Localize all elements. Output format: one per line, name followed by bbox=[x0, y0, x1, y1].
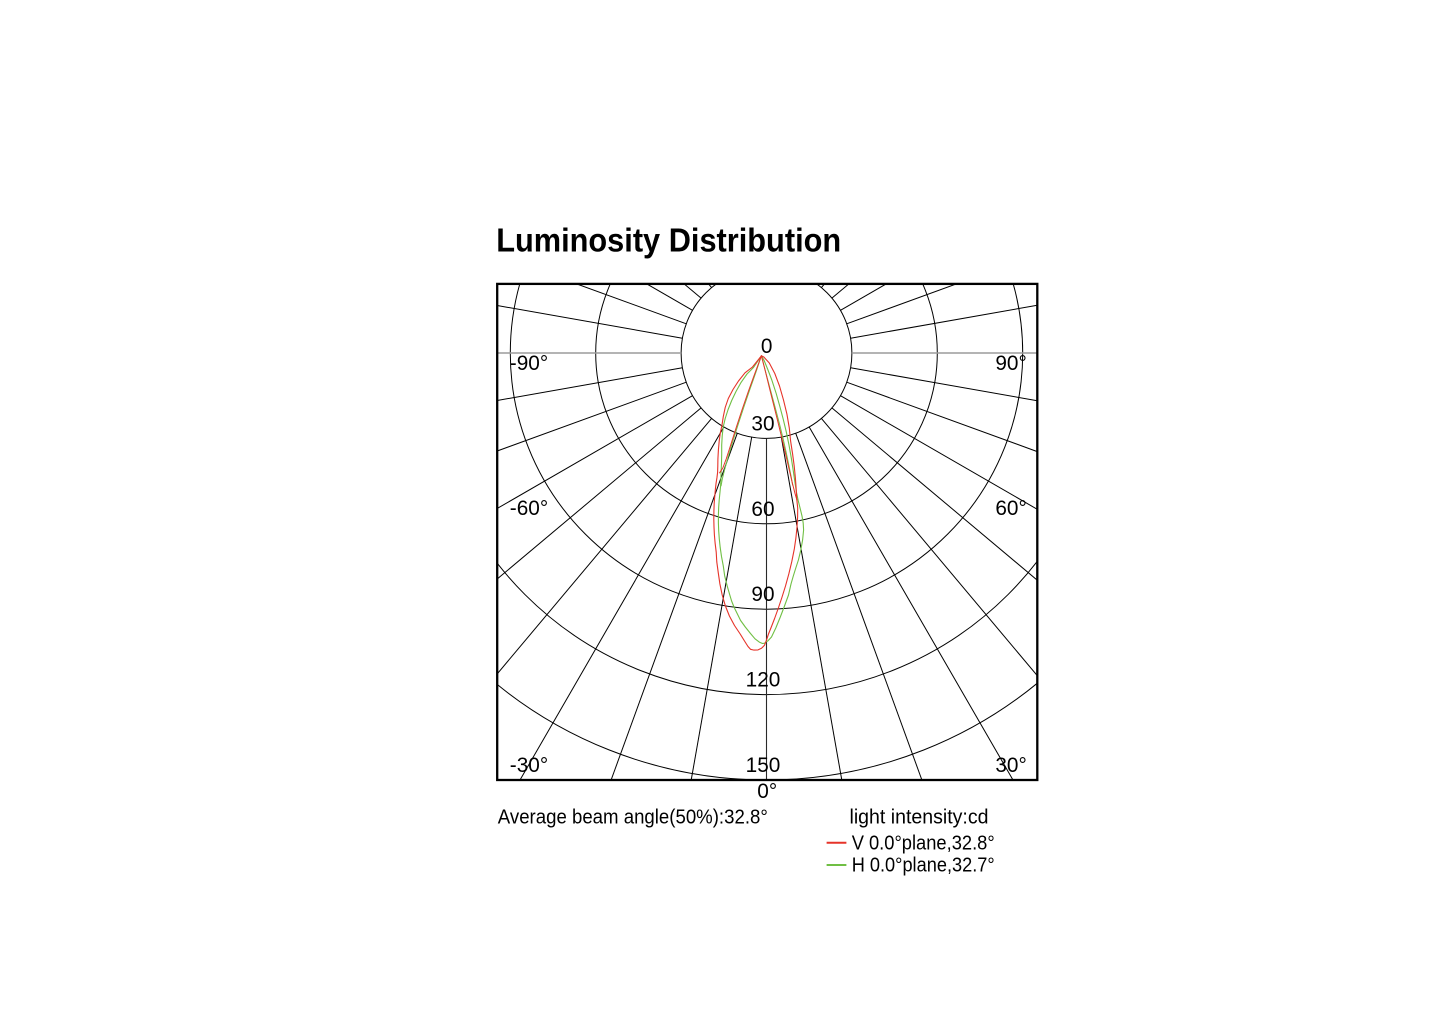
svg-text:Luminosity Distribution: Luminosity Distribution bbox=[496, 222, 841, 259]
svg-text:light intensity:cd: light intensity:cd bbox=[850, 806, 989, 829]
svg-text:30: 30 bbox=[751, 413, 774, 436]
svg-text:90°: 90° bbox=[995, 352, 1026, 375]
svg-text:90: 90 bbox=[751, 583, 774, 606]
svg-text:-90°: -90° bbox=[510, 352, 548, 375]
svg-text:V 0.0°plane,32.8°: V 0.0°plane,32.8° bbox=[852, 831, 995, 854]
svg-text:30°: 30° bbox=[995, 754, 1026, 777]
svg-text:0°: 0° bbox=[757, 780, 777, 803]
svg-text:H 0.0°plane,32.7°: H 0.0°plane,32.7° bbox=[852, 854, 995, 877]
svg-text:-30°: -30° bbox=[510, 754, 548, 777]
svg-text:60: 60 bbox=[751, 498, 774, 521]
svg-text:150: 150 bbox=[746, 754, 781, 777]
svg-text:Average beam angle(50%):32.8°: Average beam angle(50%):32.8° bbox=[498, 806, 768, 829]
svg-text:-60°: -60° bbox=[510, 497, 548, 520]
svg-text:60°: 60° bbox=[995, 497, 1026, 520]
svg-text:0: 0 bbox=[761, 335, 773, 358]
svg-text:120: 120 bbox=[746, 669, 781, 692]
